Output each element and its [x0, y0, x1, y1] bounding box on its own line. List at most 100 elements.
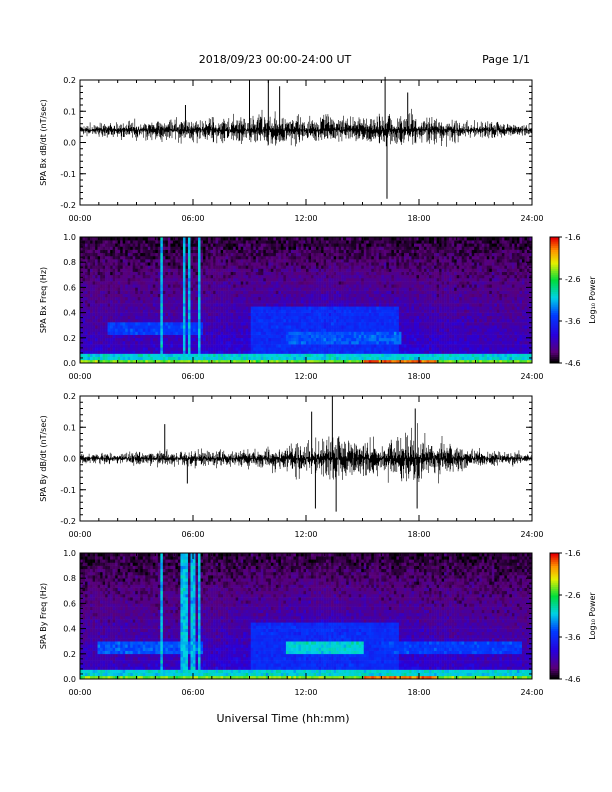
- spectrogram-cell: [318, 334, 322, 339]
- spectrogram-cell: [316, 300, 319, 304]
- spectrogram-cell: [90, 331, 93, 335]
- spectrogram-cell: [273, 284, 277, 288]
- spectrogram-cell: [253, 284, 257, 288]
- spectrogram-cell: [313, 334, 317, 339]
- spectrogram-cell: [215, 268, 219, 272]
- spectrogram-cell: [373, 293, 377, 298]
- spectrogram-cell: [162, 265, 166, 269]
- spectrogram-cell: [85, 274, 88, 279]
- spectrogram-cell: [343, 246, 347, 250]
- spectrogram-cell: [358, 287, 362, 291]
- spectrogram-cell: [165, 265, 169, 269]
- spectrogram-cell: [333, 265, 337, 269]
- spectrogram-cell: [233, 312, 236, 317]
- spectrogram-cell: [228, 315, 231, 320]
- spectrogram-cell: [162, 353, 166, 357]
- spectrogram-cell: [165, 334, 169, 339]
- spectrogram-cell: [220, 350, 224, 354]
- spectrogram-cell: [273, 340, 277, 345]
- spectrogram-cell: [333, 246, 337, 250]
- spectrogram-cell: [95, 359, 98, 364]
- spectrogram-cell: [185, 300, 189, 304]
- spectrogram-cell: [240, 303, 244, 307]
- spectrogram-cell: [278, 259, 282, 263]
- spectrogram-cell: [142, 356, 146, 361]
- spectrogram-cell: [278, 309, 282, 313]
- spectrogram-cell: [223, 296, 226, 301]
- spectrogram-cell: [127, 274, 131, 279]
- spectrogram-cell: [336, 325, 339, 329]
- spectrogram-cell: [200, 268, 204, 272]
- spectrogram-cell: [331, 309, 334, 313]
- spectrogram-cell: [160, 296, 164, 301]
- spectrogram-cell: [248, 334, 252, 339]
- spectrogram-cell: [260, 350, 264, 354]
- spectrogram-cell: [130, 268, 134, 272]
- spectrogram-cell: [258, 353, 262, 357]
- spectrogram-cell: [263, 290, 267, 294]
- spectrogram-cell: [233, 306, 236, 310]
- spectrogram-cell: [290, 344, 294, 348]
- spectrogram-cell: [127, 246, 131, 250]
- spectrogram-cell: [348, 249, 352, 254]
- spectrogram-cell: [147, 287, 151, 291]
- spectrogram-cell: [160, 344, 164, 348]
- spectrogram-cell: [265, 237, 269, 241]
- spectrogram-cell: [182, 353, 186, 357]
- spectrogram-cell: [275, 249, 279, 254]
- spectrogram-cell: [336, 268, 339, 272]
- spectrogram-cell: [87, 325, 91, 329]
- spectrogram-cell: [198, 271, 201, 276]
- spectrogram-cell: [182, 331, 186, 335]
- spectrogram-cell: [383, 353, 387, 357]
- spectrogram-cell: [331, 315, 334, 320]
- spectrogram-cell: [235, 265, 239, 269]
- spectrogram-cell: [85, 265, 88, 269]
- spectrogram-cell: [155, 293, 159, 298]
- spectrogram-cell: [97, 322, 101, 326]
- spectrogram-cell: [215, 315, 219, 320]
- spectrogram-cell: [167, 347, 171, 351]
- spectrogram-cell: [275, 281, 279, 285]
- spectrogram-cell: [243, 277, 247, 282]
- spectrogram-cell: [280, 303, 284, 307]
- spectrogram-cell: [120, 249, 123, 254]
- spectrogram-cell: [275, 262, 279, 266]
- spectrogram-cell: [100, 312, 103, 317]
- spectrogram-cell: [363, 356, 367, 361]
- spectrogram-cell: [308, 265, 312, 269]
- spectrogram-cell: [283, 347, 287, 351]
- spectrogram-cell: [278, 255, 282, 260]
- spectrogram-cell: [165, 350, 169, 354]
- spectrogram-cell: [383, 303, 387, 307]
- spectrogram-cell: [298, 259, 302, 263]
- spectrogram-cell: [238, 271, 242, 276]
- spectrogram-cell: [165, 259, 169, 263]
- spectrogram-cell: [268, 347, 272, 351]
- spectrogram-cell: [253, 237, 257, 241]
- spectrogram-cell: [210, 271, 214, 276]
- spectrogram-cell: [190, 315, 194, 320]
- spectrogram-cell: [102, 318, 106, 323]
- spectrogram-cell: [358, 284, 362, 288]
- spectrogram-cell: [198, 287, 201, 291]
- spectrogram-cell: [351, 243, 355, 247]
- spectrogram-cell: [175, 337, 179, 342]
- spectrogram-cell: [343, 309, 347, 313]
- spectrogram-cell: [323, 306, 327, 310]
- spectrogram-cell: [298, 337, 302, 342]
- spectrogram-cell: [356, 237, 360, 241]
- spectrogram-cell: [376, 287, 380, 291]
- spectrogram-cell: [95, 309, 98, 313]
- spectrogram-cell: [162, 293, 166, 298]
- spectrogram-cell: [341, 296, 344, 301]
- spectrogram-cell: [117, 268, 121, 272]
- spectrogram-cell: [303, 296, 307, 301]
- spectrogram-cell: [268, 303, 272, 307]
- spectrogram-cell: [198, 284, 201, 288]
- spectrogram-cell: [321, 337, 324, 342]
- spectrogram-cell: [361, 340, 365, 345]
- spectrogram-cell: [195, 353, 199, 357]
- spectrogram-cell: [137, 337, 141, 342]
- spectrogram-cell: [311, 315, 314, 320]
